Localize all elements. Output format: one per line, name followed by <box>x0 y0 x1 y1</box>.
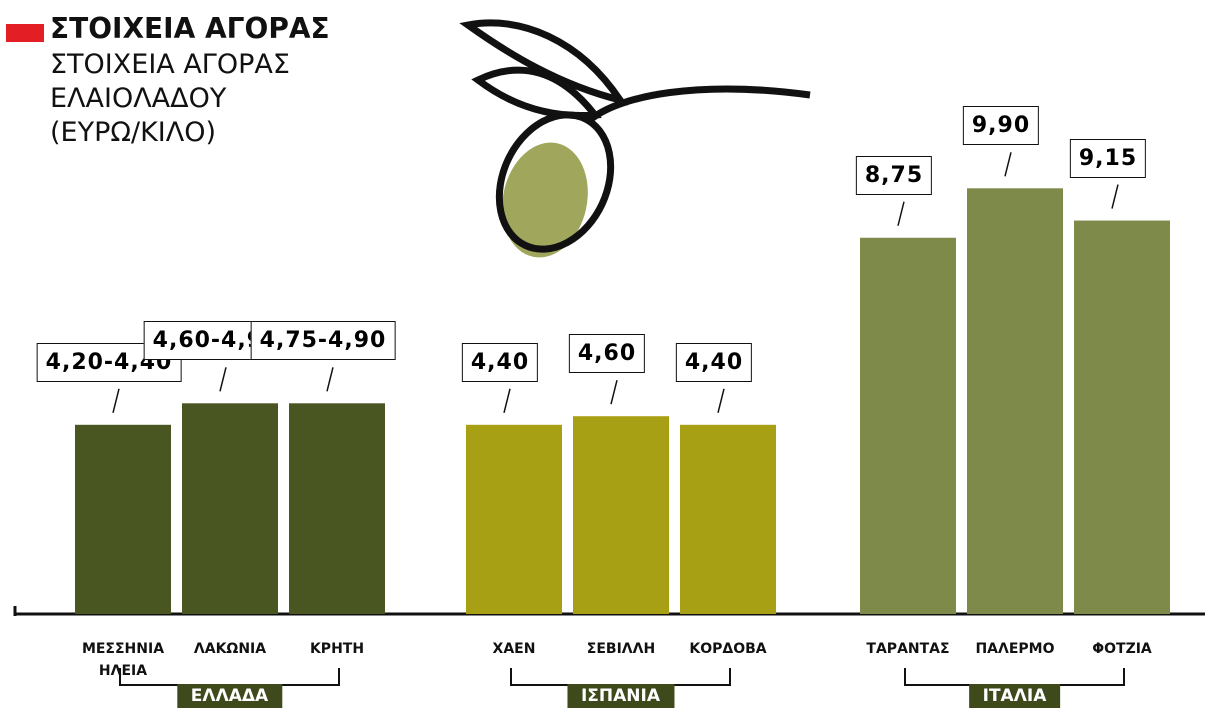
category-label: ΠΑΛΕΡΜΟ <box>955 638 1075 660</box>
category-label: ΤΑΡΑΝΤΑΣ <box>848 638 968 660</box>
bar <box>289 403 385 614</box>
category-label: ΛΑΚΩΝΙΑ <box>170 638 290 660</box>
group-bracket <box>511 668 730 685</box>
value-label: 8,75 <box>856 156 932 195</box>
bar <box>182 403 278 614</box>
leader-line <box>1112 185 1118 209</box>
bar <box>1074 221 1170 614</box>
chart: ΣΤΟΙΧΕΙΑ ΑΓΟΡΑΣ ΣΤΟΙΧΕΙΑ ΑΓΟΡΑΣ ΕΛΑΙΟΛΑΔ… <box>0 0 1219 716</box>
leader-line <box>1005 152 1011 176</box>
leader-line <box>504 389 510 413</box>
value-label: 4,40 <box>676 343 752 382</box>
group-label: ΕΛΛΑΔΑ <box>177 684 282 708</box>
value-label: 4,60 <box>569 334 645 373</box>
leader-line <box>611 380 617 404</box>
bar <box>967 188 1063 614</box>
bar <box>466 425 562 614</box>
group-label: ΙΣΠΑΝΙΑ <box>567 684 674 708</box>
title-marker <box>6 24 44 42</box>
bar <box>75 425 171 614</box>
leader-line <box>220 367 226 391</box>
chart-subtitle: ΣΤΟΙΧΕΙΑ ΑΓΟΡΑΣ ΕΛΑΙΟΛΑΔΟΥ (ΕΥΡΩ/ΚΙΛΟ) <box>50 48 290 150</box>
category-label: ΚΡΗΤΗ <box>277 638 397 660</box>
value-label: 9,15 <box>1070 139 1146 178</box>
leader-line <box>898 202 904 226</box>
category-label: ΣΕΒΙΛΛΗ <box>561 638 681 660</box>
value-label: 4,75-4,90 <box>251 321 396 360</box>
leader-line <box>113 389 119 413</box>
group-bracket <box>905 668 1124 685</box>
group-label: ΙΤΑΛΙΑ <box>969 684 1061 708</box>
leader-line <box>718 389 724 413</box>
value-label: 9,90 <box>963 106 1039 145</box>
category-label: ΦΟΤΖΙΑ <box>1062 638 1182 660</box>
bar <box>573 416 669 614</box>
bar <box>680 425 776 614</box>
category-label: ΚΟΡΔΟΒΑ <box>668 638 788 660</box>
leader-line <box>327 367 333 391</box>
olive-illustration <box>468 23 810 268</box>
category-label: ΧΑΕΝ <box>454 638 574 660</box>
category-label: ΜΕΣΣΗΝΙΑ ΗΛΕΙΑ <box>63 638 183 682</box>
chart-title: ΣΤΟΙΧΕΙΑ ΑΓΟΡΑΣ <box>50 12 330 45</box>
bar <box>860 238 956 614</box>
value-label: 4,40 <box>462 343 538 382</box>
